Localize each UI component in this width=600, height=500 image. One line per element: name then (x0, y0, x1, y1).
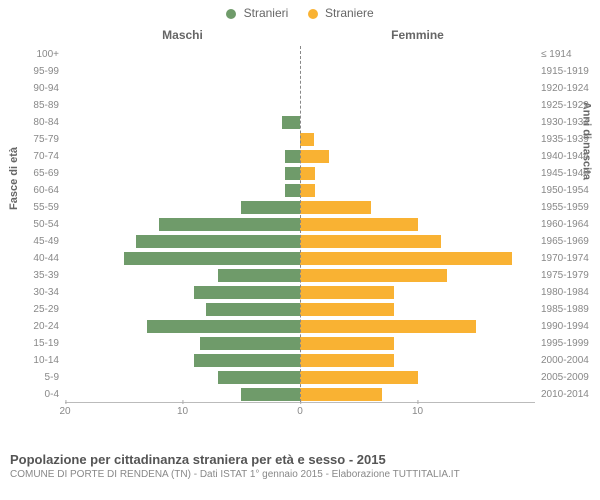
header-male: Maschi (65, 28, 300, 42)
bar-male (194, 354, 300, 367)
center-divider (300, 46, 301, 402)
year-label: ≤ 1914 (541, 46, 572, 63)
year-label: 1965-1969 (541, 233, 589, 250)
bar-male (218, 269, 300, 282)
bar-female (300, 388, 382, 401)
age-label: 40-44 (33, 250, 59, 267)
bar-female (300, 286, 394, 299)
age-label: 80-84 (33, 114, 59, 131)
age-label: 50-54 (33, 216, 59, 233)
footer-subtitle: COMUNE DI PORTE DI RENDENA (TN) - Dati I… (10, 469, 590, 480)
year-label: 1945-1949 (541, 165, 589, 182)
year-label: 1985-1989 (541, 301, 589, 318)
year-label: 1955-1959 (541, 199, 589, 216)
year-label: 1970-1974 (541, 250, 589, 267)
age-label: 65-69 (33, 165, 59, 182)
age-label: 95-99 (33, 63, 59, 80)
year-label: 1940-1944 (541, 148, 589, 165)
age-label: 30-34 (33, 284, 59, 301)
x-tick: 10 (177, 406, 188, 417)
age-label: 5-9 (45, 369, 59, 386)
legend-swatch-male (226, 9, 236, 19)
bar-female (300, 167, 315, 180)
age-label: 25-29 (33, 301, 59, 318)
age-label: 0-4 (45, 386, 59, 403)
legend-item-male: Stranieri (226, 6, 288, 20)
legend-label-male: Stranieri (244, 6, 289, 20)
year-label: 1920-1924 (541, 80, 589, 97)
year-label: 1990-1994 (541, 318, 589, 335)
legend-label-female: Straniere (325, 6, 374, 20)
bar-female (300, 133, 314, 146)
bar-female (300, 320, 476, 333)
bar-male (218, 371, 300, 384)
bar-female (300, 337, 394, 350)
header-female: Femmine (300, 28, 535, 42)
x-tick: 20 (59, 406, 70, 417)
bar-female (300, 184, 315, 197)
legend-swatch-female (308, 9, 318, 19)
x-tick: 0 (297, 406, 303, 417)
bar-male (124, 252, 300, 265)
bar-male (159, 218, 300, 231)
x-axis: 2010010 (65, 402, 535, 426)
bar-male (147, 320, 300, 333)
bar-male (241, 388, 300, 401)
year-label: 1980-1984 (541, 284, 589, 301)
age-label: 35-39 (33, 267, 59, 284)
bar-male (285, 184, 300, 197)
age-label: 45-49 (33, 233, 59, 250)
age-label: 75-79 (33, 131, 59, 148)
year-label: 2010-2014 (541, 386, 589, 403)
footer-title: Popolazione per cittadinanza straniera p… (10, 452, 590, 467)
age-label: 90-94 (33, 80, 59, 97)
bar-male (282, 116, 300, 129)
bar-male (241, 201, 300, 214)
year-label: 1925-1929 (541, 97, 589, 114)
bar-male (285, 167, 300, 180)
year-label: 2005-2009 (541, 369, 589, 386)
chart-footer: Popolazione per cittadinanza straniera p… (10, 452, 590, 480)
year-label: 1960-1964 (541, 216, 589, 233)
plot-area: 100+≤ 191495-991915-191990-941920-192485… (65, 46, 535, 426)
legend-item-female: Straniere (308, 6, 374, 20)
year-label: 1915-1919 (541, 63, 589, 80)
x-tick: 10 (412, 406, 423, 417)
age-label: 85-89 (33, 97, 59, 114)
age-label: 20-24 (33, 318, 59, 335)
year-label: 1950-1954 (541, 182, 589, 199)
bar-female (300, 269, 447, 282)
bar-male (285, 150, 300, 163)
bar-male (200, 337, 300, 350)
age-label: 55-59 (33, 199, 59, 216)
legend: Stranieri Straniere (0, 6, 600, 20)
bar-female (300, 150, 329, 163)
population-pyramid-chart: Stranieri Straniere Maschi Femmine Fasce… (0, 0, 600, 500)
y-axis-left-title: Fasce di età (8, 147, 20, 210)
year-label: 1995-1999 (541, 335, 589, 352)
bar-female (300, 235, 441, 248)
bar-female (300, 252, 512, 265)
age-label: 10-14 (33, 352, 59, 369)
year-label: 1930-1934 (541, 114, 589, 131)
column-headers: Maschi Femmine (65, 28, 535, 44)
bar-female (300, 218, 418, 231)
bar-female (300, 303, 394, 316)
age-label: 60-64 (33, 182, 59, 199)
bar-female (300, 201, 371, 214)
bar-female (300, 371, 418, 384)
bar-female (300, 354, 394, 367)
year-label: 1975-1979 (541, 267, 589, 284)
age-label: 15-19 (33, 335, 59, 352)
age-label: 100+ (36, 46, 59, 63)
year-label: 1935-1939 (541, 131, 589, 148)
age-label: 70-74 (33, 148, 59, 165)
bar-male (136, 235, 301, 248)
bar-male (194, 286, 300, 299)
bar-male (206, 303, 300, 316)
year-label: 2000-2004 (541, 352, 589, 369)
